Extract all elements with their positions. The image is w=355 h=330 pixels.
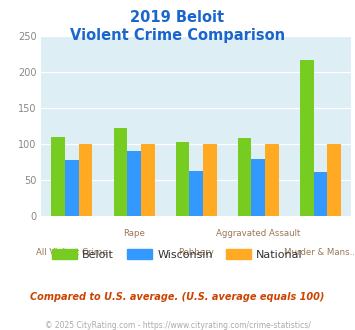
Bar: [127, 151, 141, 216]
Bar: [176, 142, 189, 216]
Bar: [189, 171, 203, 216]
Bar: [300, 60, 313, 216]
Text: Compared to U.S. average. (U.S. average equals 100): Compared to U.S. average. (U.S. average …: [30, 292, 325, 302]
Text: Robbery: Robbery: [178, 248, 214, 257]
Bar: [114, 128, 127, 216]
Bar: [203, 144, 217, 216]
Text: © 2025 CityRating.com - https://www.cityrating.com/crime-statistics/: © 2025 CityRating.com - https://www.city…: [45, 321, 310, 330]
Bar: [327, 144, 341, 216]
Text: All Violent Crime: All Violent Crime: [36, 248, 108, 257]
Legend: Beloit, Wisconsin, National: Beloit, Wisconsin, National: [48, 245, 307, 264]
Bar: [79, 144, 92, 216]
Bar: [51, 137, 65, 216]
Text: Aggravated Assault: Aggravated Assault: [216, 229, 300, 238]
Text: Murder & Mans...: Murder & Mans...: [284, 248, 355, 257]
Bar: [238, 138, 251, 216]
Bar: [265, 144, 279, 216]
Text: 2019 Beloit: 2019 Beloit: [130, 10, 225, 25]
Bar: [141, 144, 154, 216]
Bar: [313, 172, 327, 216]
Bar: [65, 160, 79, 216]
Bar: [251, 159, 265, 216]
Text: Rape: Rape: [123, 229, 145, 238]
Text: Violent Crime Comparison: Violent Crime Comparison: [70, 28, 285, 43]
